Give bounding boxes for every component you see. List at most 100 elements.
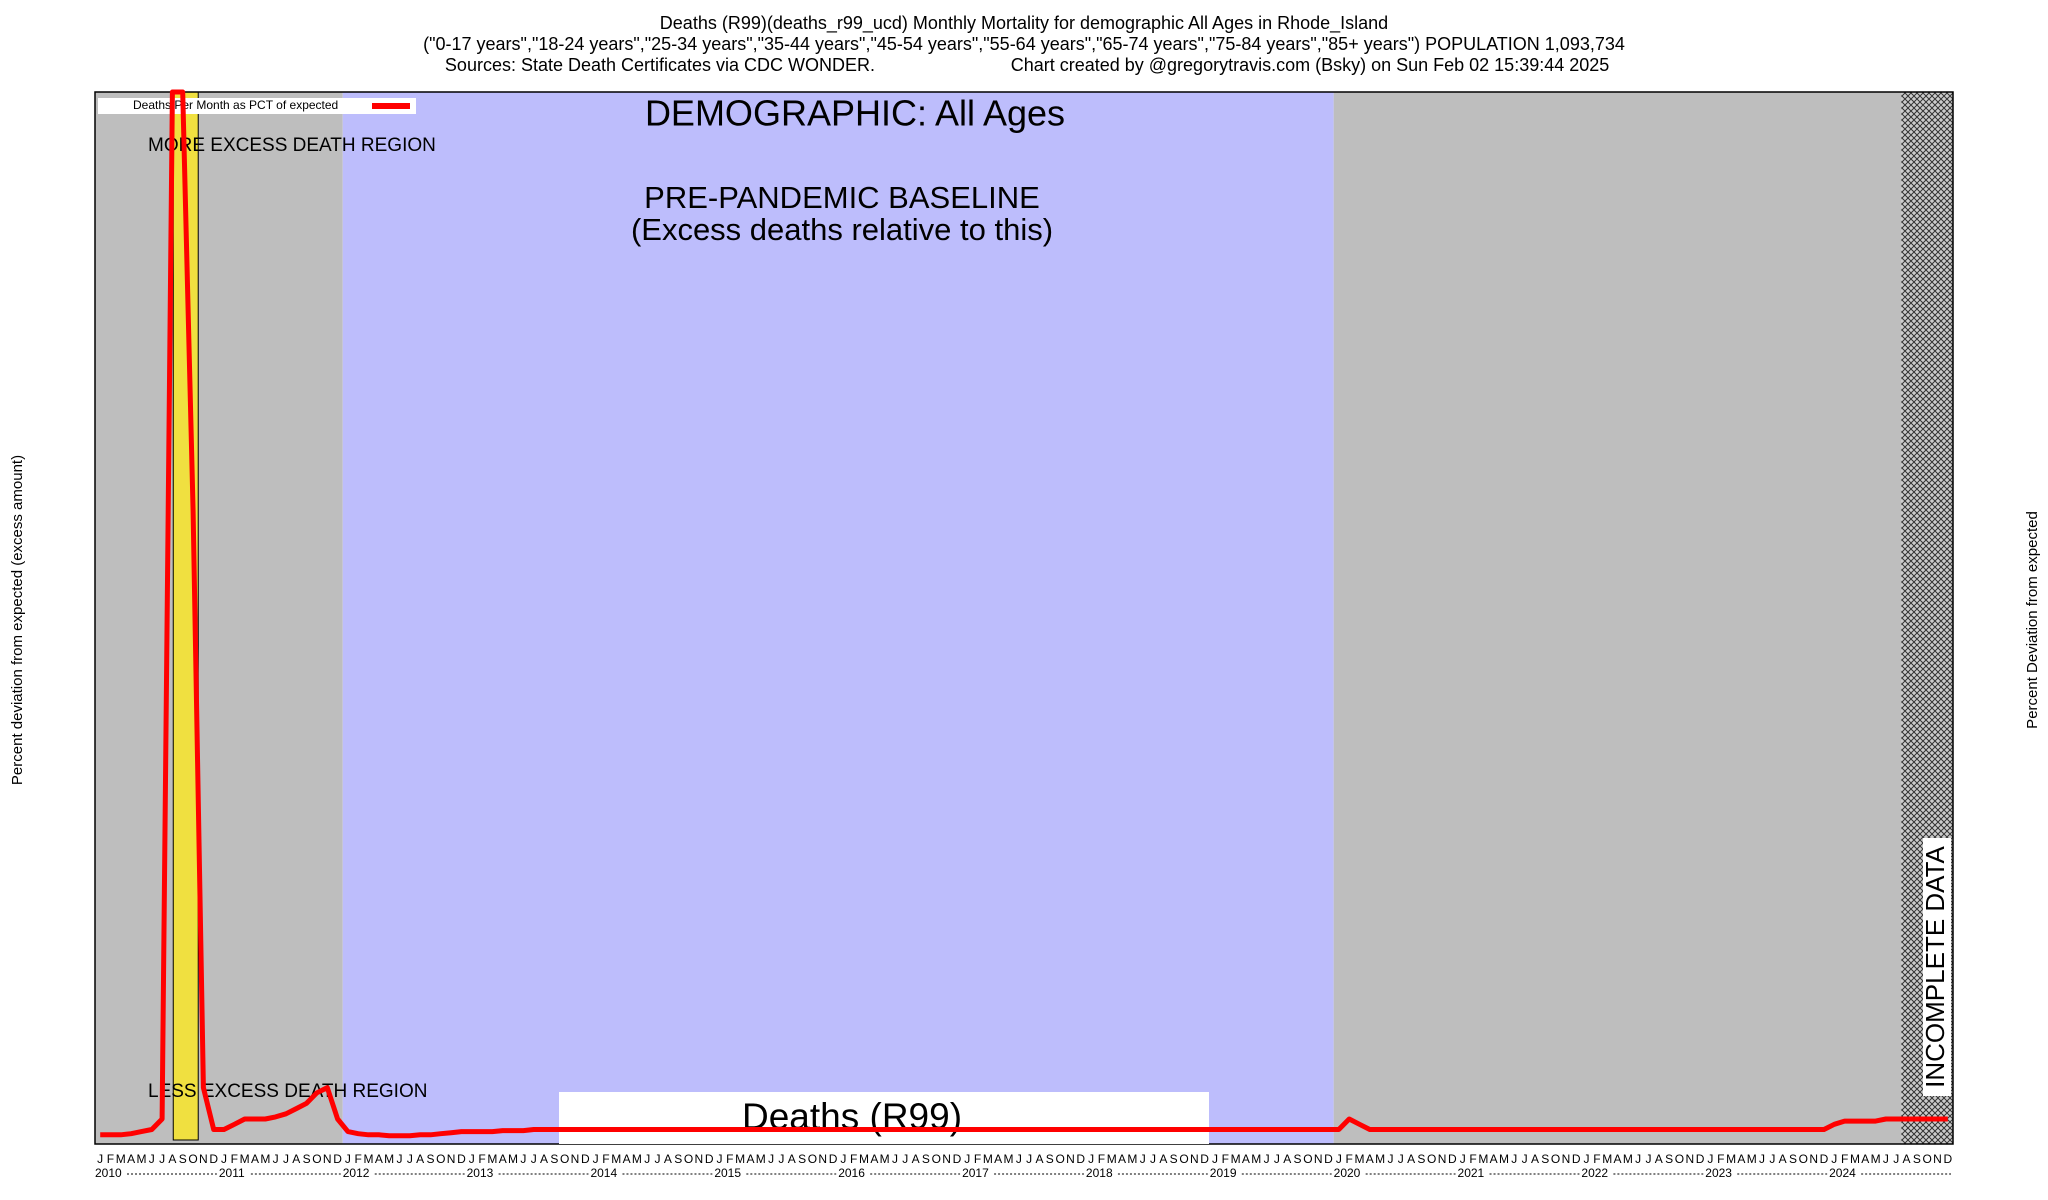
x-tick-label: D [581,1152,590,1166]
x-year-label: 2021 [1458,1166,1485,1180]
x-tick-label: J [778,1152,784,1166]
x-tick-label: A [416,1152,424,1166]
x-tick-label: J [1831,1152,1837,1166]
x-tick-label: D [953,1152,962,1166]
x-tick-label: A [1531,1152,1539,1166]
x-tick-label: M [260,1152,270,1166]
x-tick-label: J [149,1152,155,1166]
x-tick-label: M [880,1152,890,1166]
x-tick-label: N [695,1152,704,1166]
x-tick-label: N [1190,1152,1199,1166]
x-tick-label: A [912,1152,920,1166]
x-tick-label: N [199,1152,208,1166]
annotation: LESS EXCESS DEATH REGION [148,1081,427,1102]
x-tick-label: A [1903,1152,1911,1166]
x-tick-label: M [384,1152,394,1166]
x-tick-label: O [312,1152,321,1166]
annotation: (Excess deaths relative to this) [631,212,1053,247]
x-tick-label: J [1264,1152,1270,1166]
y2-axis-label: Percent Deviation from expected [2024,511,2041,729]
x-tick-label: O [808,1152,817,1166]
x-year-label: 2016 [838,1166,865,1180]
x-tick-label: F [1098,1152,1105,1166]
x-tick-label: M [756,1152,766,1166]
x-tick-label: J [469,1152,475,1166]
x-tick-label: J [1398,1152,1404,1166]
x-tick-label: O [684,1152,693,1166]
x-tick-label: J [716,1152,722,1166]
region-post [1333,92,1902,1144]
x-tick-label: J [1026,1152,1032,1166]
x-tick-label: O [560,1152,569,1166]
x-tick-label: S [426,1152,434,1166]
y-axis-label: Percent deviation from expected (excess … [9,455,26,785]
x-tick-label: O [1551,1152,1560,1166]
x-tick-label: N [818,1152,827,1166]
x-tick-label: N [1314,1152,1323,1166]
x-tick-label: J [1336,1152,1342,1166]
x-tick-label: M [1107,1152,1117,1166]
x-tick-label: N [1066,1152,1075,1166]
x-tick-label: F [231,1152,238,1166]
x-tick-label: A [994,1152,1002,1166]
x-tick-label: A [1242,1152,1250,1166]
x-tick-label: D [1324,1152,1333,1166]
x-tick-label: J [1387,1152,1393,1166]
x-tick-label: A [251,1152,259,1166]
x-tick-label: J [902,1152,908,1166]
region-baseline [342,92,1334,1144]
x-tick-label: F [1717,1152,1724,1166]
x-tick-label: O [1923,1152,1932,1166]
x-tick-label: J [520,1152,526,1166]
x-tick-label: S [1417,1152,1425,1166]
x-tick-label: S [550,1152,558,1166]
x-tick-label: M [487,1152,497,1166]
x-tick-label: J [1274,1152,1280,1166]
x-tick-label: N [1933,1152,1942,1166]
x-tick-label: J [407,1152,413,1166]
x-tick-label: D [1200,1152,1209,1166]
x-tick-label: A [1407,1152,1415,1166]
x-tick-label: F [478,1152,485,1166]
x-tick-label: F [1469,1152,1476,1166]
x-tick-label: J [840,1152,846,1166]
x-tick-label: J [1759,1152,1765,1166]
x-tick-label: O [1179,1152,1188,1166]
annotation: DEMOGRAPHIC: All Ages [645,93,1065,134]
x-tick-label: F [602,1152,609,1166]
x-tick-label: N [447,1152,456,1166]
x-tick-label: O [188,1152,197,1166]
x-tick-label: M [632,1152,642,1166]
x-tick-label: D [1572,1152,1581,1166]
x-tick-label: S [1665,1152,1673,1166]
x-tick-label: A [1737,1152,1745,1166]
x-tick-label: F [726,1152,733,1166]
x-tick-label: D [209,1152,218,1166]
x-tick-label: A [1366,1152,1374,1166]
x-tick-label: F [355,1152,362,1166]
x-tick-label: M [1726,1152,1736,1166]
x-tick-label: S [303,1152,311,1166]
x-tick-label: A [499,1152,507,1166]
x-tick-label: N [1809,1152,1818,1166]
x-tick-label: J [1635,1152,1641,1166]
x-tick-label: A [788,1152,796,1166]
x-tick-label: M [136,1152,146,1166]
x-tick-label: J [97,1152,103,1166]
x-tick-label: A [1283,1152,1291,1166]
x-tick-label: M [1871,1152,1881,1166]
x-tick-label: M [1623,1152,1633,1166]
x-tick-label: A [1118,1152,1126,1166]
x-tick-label: A [292,1152,300,1166]
x-year-label: 2015 [714,1166,741,1180]
cause-box [559,1092,1209,1144]
x-tick-label: F [974,1152,981,1166]
x-tick-label: J [593,1152,599,1166]
x-tick-label: A [375,1152,383,1166]
x-tick-label: A [1861,1152,1869,1166]
x-tick-label: J [1893,1152,1899,1166]
x-tick-label: J [655,1152,661,1166]
x-year-label: 2017 [962,1166,989,1180]
x-year-label: 2010 [95,1166,122,1180]
x-tick-label: N [1685,1152,1694,1166]
